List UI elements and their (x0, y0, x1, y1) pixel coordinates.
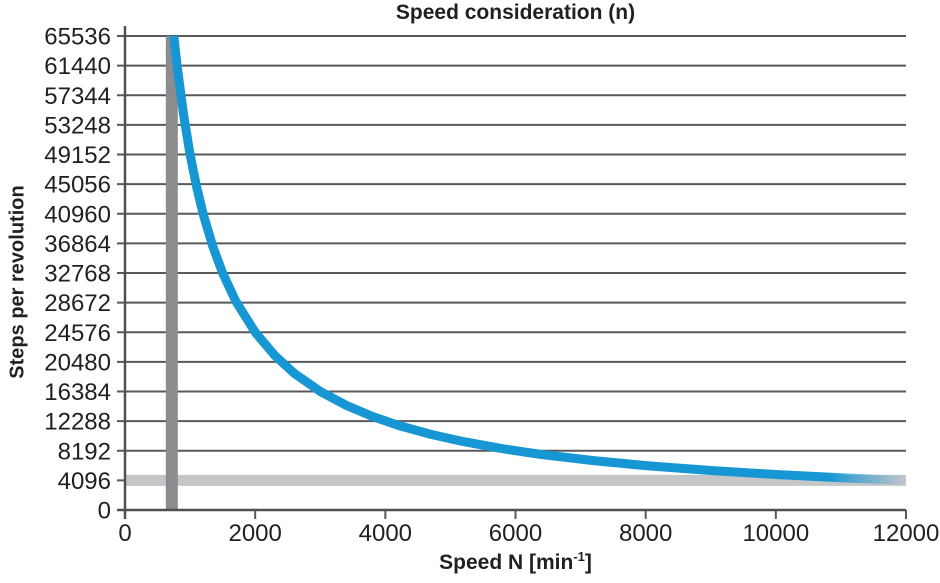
vertical-marker-bar (165, 36, 178, 510)
y-tick-label: 8192 (58, 438, 111, 465)
x-axis-label-text: Speed N [min (439, 551, 574, 574)
x-tick-label: 10000 (742, 520, 809, 547)
y-tick-label: 61440 (44, 53, 111, 80)
x-axis-label: Speed N [min-1] (125, 549, 906, 575)
series-curve (169, 35, 907, 485)
x-tick-label: 0 (118, 520, 131, 547)
y-tick-label: 32768 (44, 261, 111, 288)
y-tick-label: 24576 (44, 320, 111, 347)
x-tick-label: 4000 (359, 520, 412, 547)
x-axis-label-exponent: -1 (573, 549, 585, 564)
y-tick-label: 12288 (44, 409, 111, 436)
x-tick-label: 6000 (489, 520, 542, 547)
x-tick-label: 2000 (228, 520, 281, 547)
y-tick-label: 36864 (44, 231, 111, 258)
y-tick-label: 49152 (44, 142, 111, 169)
y-tick-label: 53248 (44, 112, 111, 139)
y-tick-label: 4096 (58, 468, 111, 495)
y-tick-label: 28672 (44, 290, 111, 317)
x-tick-label: 8000 (619, 520, 672, 547)
y-tick-label: 0 (98, 498, 111, 525)
x-tick-label: 12000 (873, 520, 940, 547)
y-tick-label: 16384 (44, 379, 111, 406)
y-tick-label: 20480 (44, 349, 111, 376)
x-axis-label-suffix: ] (584, 551, 592, 574)
horizontal-marker-bar (125, 474, 906, 486)
chart-title: Speed consideration (n) (395, 1, 636, 24)
y-tick-label: 57344 (44, 83, 111, 110)
y-tick-label: 65536 (44, 24, 111, 51)
y-tick-label: 40960 (44, 201, 111, 228)
y-tick-label: 45056 (44, 172, 111, 199)
